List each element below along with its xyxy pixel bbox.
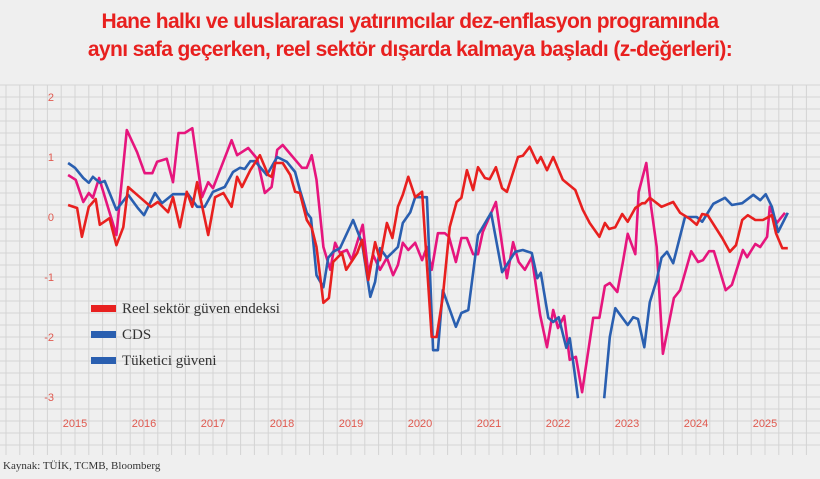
- x-axis-ticks: 2015 2016 2017 2018 2019 2020 2021 2022 2023 2024…: [63, 418, 777, 430]
- x-tick-label: 2022: [546, 418, 570, 430]
- series-line-2: [67, 126, 787, 394]
- y-tick-label: -1: [44, 272, 54, 284]
- x-tick-label: 2019: [339, 418, 363, 430]
- legend-swatch: [91, 305, 116, 312]
- legend-swatch: [91, 357, 116, 364]
- chart-title-line2: aynı safa geçerken, reel sektör dışarda …: [87, 38, 733, 61]
- x-tick-label: 2016: [132, 418, 156, 430]
- series-lines: [67, 126, 789, 399]
- x-tick-label: 2020: [408, 418, 432, 430]
- legend-label: Tüketici güveni: [122, 353, 217, 369]
- series-line-0: [67, 145, 788, 339]
- y-tick-label: -3: [44, 392, 54, 404]
- y-axis-ticks: 2 1 0 -1 -2 -3: [44, 92, 54, 404]
- legend: Reel sektör güven endeksi CDS Tüketici güv…: [91, 301, 280, 369]
- y-tick-label: -2: [44, 332, 54, 344]
- y-tick-label: 2: [48, 92, 54, 104]
- x-tick-label: 2021: [477, 418, 501, 430]
- legend-label: Reel sektör güven endeksi: [122, 301, 280, 317]
- legend-label: CDS: [122, 327, 151, 343]
- y-tick-label: 0: [48, 212, 54, 224]
- legend-swatch: [91, 331, 116, 338]
- y-tick-label: 1: [48, 152, 54, 164]
- source-note: Kaynak: TÜİK, TCMB, Bloomberg: [3, 460, 161, 472]
- x-tick-label: 2025: [753, 418, 777, 430]
- chart-title-line1: Hane halkı ve uluslararası yatırımcılar …: [101, 10, 720, 33]
- x-tick-label: 2017: [201, 418, 225, 430]
- x-tick-label: 2015: [63, 418, 87, 430]
- grid: [0, 84, 820, 455]
- x-tick-label: 2018: [270, 418, 294, 430]
- chart-title: Hane halkı ve uluslararası yatırımcılar …: [0, 8, 820, 64]
- x-tick-label: 2023: [615, 418, 639, 430]
- x-tick-label: 2024: [684, 418, 708, 430]
